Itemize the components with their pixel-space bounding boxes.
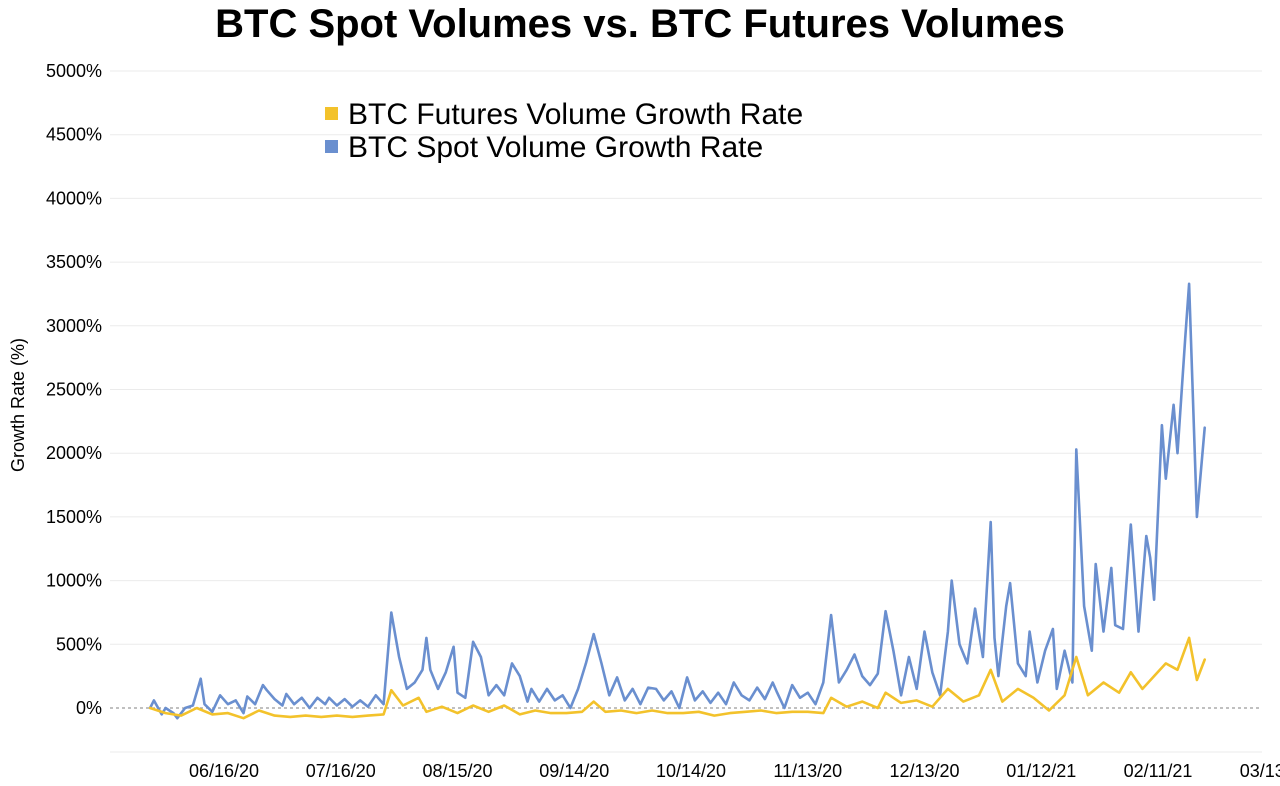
x-tick-label: 08/15/20: [422, 761, 492, 781]
y-tick-label: 500%: [56, 634, 102, 654]
x-tick-label: 10/14/20: [656, 761, 726, 781]
chart-title: BTC Spot Volumes vs. BTC Futures Volumes: [215, 2, 1065, 46]
y-tick-label: 1500%: [46, 507, 102, 527]
x-tick-label: 06/16/20: [189, 761, 259, 781]
x-axis-ticks: 06/16/20 07/16/20 08/15/20 09/14/20 10/14/20…: [189, 761, 1280, 781]
y-tick-label: 0%: [76, 698, 102, 718]
y-axis-ticks: 0% 500% 1000% 1500% 2000% 2500% 3000% 3500% 4000…: [46, 61, 102, 718]
y-tick-label: 4500%: [46, 125, 102, 145]
x-tick-label: 02/11/21: [1124, 761, 1193, 781]
y-tick-label: 2500%: [46, 380, 102, 400]
legend-label: BTC Spot Volume Growth Rate: [348, 131, 763, 164]
x-tick-label: 01/12/21: [1006, 761, 1076, 781]
legend-swatch: [325, 107, 338, 120]
y-tick-label: 4000%: [46, 188, 102, 208]
y-axis-label: Growth Rate (%): [8, 338, 28, 472]
legend-swatch: [325, 140, 338, 153]
x-tick-label: 12/13/20: [889, 761, 959, 781]
y-tick-label: 3500%: [46, 252, 102, 272]
x-tick-label: 09/14/20: [539, 761, 609, 781]
gridlines: [110, 70, 1262, 753]
x-tick-label: 11/13/20: [773, 761, 842, 781]
y-tick-label: 3000%: [46, 316, 102, 336]
legend-label: BTC Futures Volume Growth Rate: [348, 98, 803, 131]
series-line: [148, 636, 1206, 720]
y-tick-label: 1000%: [46, 571, 102, 591]
x-tick-label: 07/16/20: [306, 761, 376, 781]
y-tick-label: 2000%: [46, 443, 102, 463]
series-lines: [148, 282, 1206, 720]
series-line: [148, 282, 1206, 720]
y-tick-label: 5000%: [46, 61, 102, 81]
x-tick-label: 03/13/21: [1240, 761, 1280, 781]
